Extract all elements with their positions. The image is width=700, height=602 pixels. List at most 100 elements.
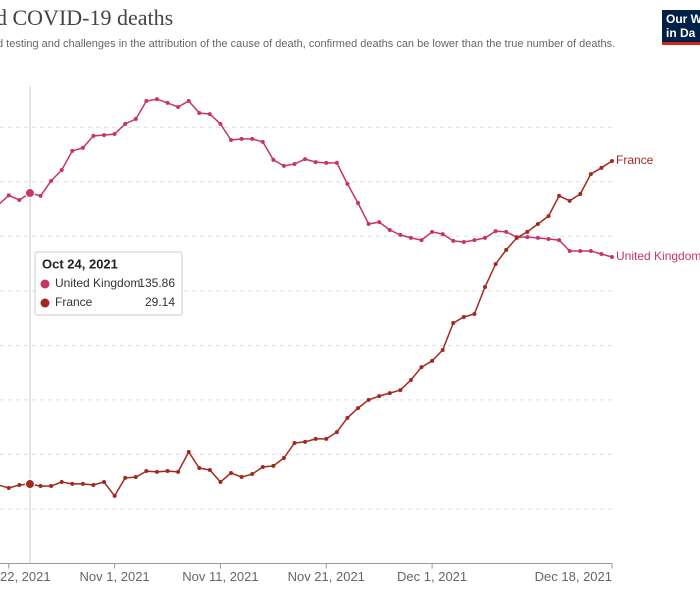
data-point <box>70 481 75 486</box>
data-point <box>408 377 413 382</box>
data-point <box>377 220 382 225</box>
data-point <box>345 181 350 186</box>
data-point <box>176 105 181 110</box>
data-point <box>38 484 43 489</box>
data-point <box>24 479 35 490</box>
data-point <box>281 455 286 460</box>
tooltip-swatch <box>40 279 50 289</box>
data-point <box>303 157 308 162</box>
data-point <box>112 132 117 137</box>
data-point <box>218 479 223 484</box>
data-point <box>557 238 562 243</box>
data-point <box>461 240 466 245</box>
data-point <box>123 121 128 126</box>
data-point <box>229 138 234 143</box>
data-point <box>440 232 445 237</box>
data-point <box>154 469 159 474</box>
data-point <box>324 160 329 165</box>
tooltip-series: France <box>55 295 93 309</box>
data-point <box>610 255 614 260</box>
data-point <box>483 284 488 289</box>
chart-title: d COVID-19 deaths <box>0 5 173 30</box>
data-point <box>419 365 424 370</box>
data-point <box>419 238 424 243</box>
data-point <box>229 470 234 475</box>
data-point <box>165 100 170 105</box>
data-point <box>366 222 371 227</box>
logo-stripe <box>662 42 700 45</box>
data-point <box>260 464 265 469</box>
data-point <box>387 228 392 233</box>
data-point <box>102 133 107 138</box>
logo-box <box>662 10 700 45</box>
data-point <box>80 481 85 486</box>
data-point <box>356 406 361 411</box>
data-point <box>599 252 604 257</box>
data-point <box>313 436 318 441</box>
data-point <box>49 178 54 183</box>
data-point <box>334 160 339 165</box>
data-point <box>250 472 255 477</box>
x-tick-label: Dec 1, 2021 <box>397 569 467 584</box>
data-point <box>610 159 614 164</box>
data-point <box>472 311 477 316</box>
data-point <box>398 232 403 237</box>
grid <box>0 126 612 510</box>
data-point <box>430 358 435 363</box>
data-point <box>356 201 361 206</box>
data-point <box>250 136 255 141</box>
series-line <box>0 160 613 498</box>
data-point <box>197 466 202 471</box>
data-point <box>461 314 466 319</box>
x-axis: 22, 2021 Nov 1, 2021 Nov 11, 2021 Nov 21, 2… <box>0 563 613 584</box>
x-tick-label: Nov 11, 2021 <box>182 569 258 584</box>
data-point <box>535 222 540 227</box>
data-point <box>567 249 572 254</box>
end-label: France <box>616 153 654 167</box>
data-point <box>186 99 191 104</box>
data-point <box>38 193 43 198</box>
data-point <box>588 249 593 254</box>
data-point <box>504 229 509 234</box>
data-point <box>144 99 149 104</box>
data-point <box>430 229 435 234</box>
x-tick-label: Nov 1, 2021 <box>80 569 150 584</box>
data-point <box>567 198 572 203</box>
data-point <box>133 117 138 122</box>
data-point <box>239 475 244 480</box>
data-point <box>239 136 244 141</box>
data-point <box>271 463 276 468</box>
data-point <box>440 347 445 352</box>
logo-text: in Da <box>666 26 696 40</box>
data-point <box>493 262 498 267</box>
data-point <box>366 397 371 402</box>
data-point <box>176 469 181 474</box>
data-point <box>493 229 498 234</box>
data-point <box>525 235 530 240</box>
tooltip-series: United Kingdom <box>55 276 140 290</box>
tooltip-value: 29.14 <box>145 295 175 309</box>
data-point <box>525 229 530 234</box>
data-point <box>133 475 138 480</box>
data-point <box>408 235 413 240</box>
data-point <box>80 145 85 150</box>
data-point <box>387 391 392 396</box>
data-point <box>197 111 202 116</box>
logo: Our W in Da <box>662 10 700 45</box>
tooltip-value: 135.86 <box>138 276 175 290</box>
data-point <box>6 193 11 198</box>
data-point <box>599 165 604 170</box>
data-point <box>271 157 276 162</box>
data-point <box>546 214 551 219</box>
x-tick-label: Nov 21, 2021 <box>288 569 365 584</box>
data-point <box>303 439 308 444</box>
data-point <box>24 188 35 199</box>
data-point <box>334 430 339 435</box>
plot: United Kingdom France <box>0 86 700 564</box>
data-point <box>102 479 107 484</box>
data-point <box>218 121 223 126</box>
data-point <box>281 163 286 168</box>
